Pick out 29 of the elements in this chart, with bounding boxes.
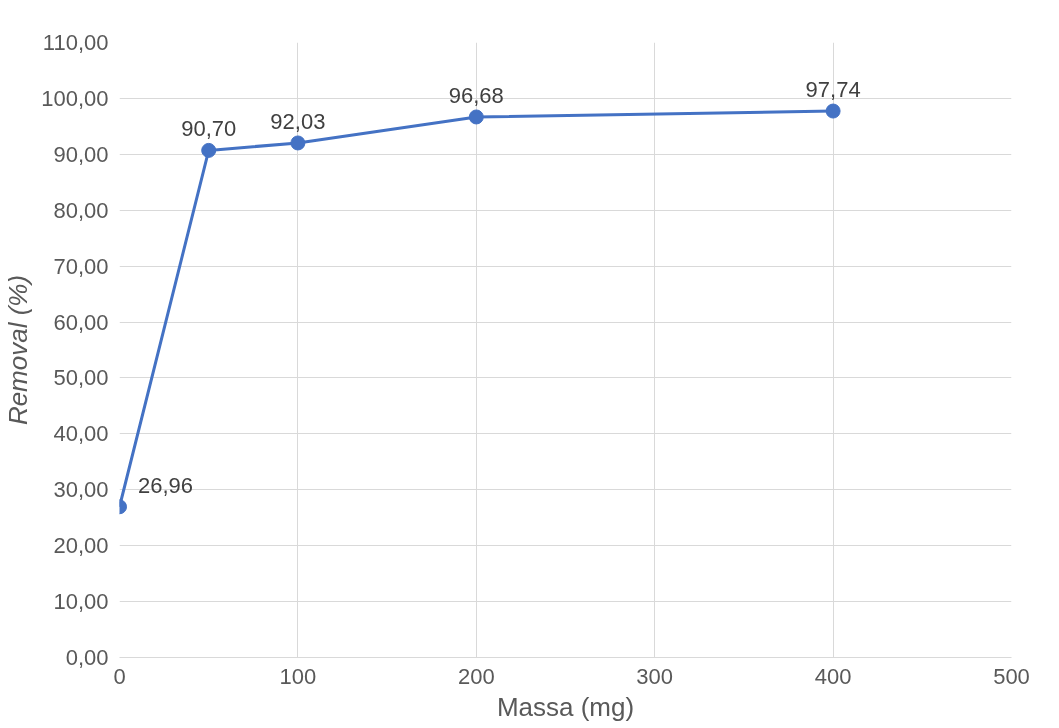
x-tick-label: 200 (457, 663, 495, 689)
data-label: 26,96 (137, 472, 194, 498)
x-tick-label: 400 (814, 663, 852, 689)
point (825, 103, 841, 119)
data-label: 96,68 (448, 82, 504, 108)
x-tick-label: 100 (279, 663, 317, 689)
y-tick-label: 50,00 (53, 365, 109, 391)
y-axis-title: Removal (%) (3, 274, 34, 426)
y-tick-label: 40,00 (53, 421, 109, 447)
point (290, 135, 306, 151)
x-tick-label: 500 (993, 663, 1030, 689)
y-tick-label: 20,00 (53, 533, 109, 559)
y-tick-label: 110,00 (42, 30, 109, 55)
y-tick-label: 30,00 (53, 477, 109, 503)
y-tick-label: 70,00 (53, 253, 109, 279)
point (468, 109, 484, 125)
x-tick-label: 300 (636, 663, 674, 689)
data-label: 97,74 (805, 77, 861, 103)
y-tick-label: 80,00 (53, 197, 109, 223)
x-tick-label: 0 (113, 663, 126, 689)
y-tick-label: 10,00 (53, 589, 109, 615)
data-label: 92,03 (270, 108, 326, 134)
y-tick-label: 0,00 (65, 645, 109, 670)
x-axis-title: Massa (mg) (496, 691, 635, 722)
y-tick-label: 100,00 (41, 85, 109, 111)
y-tick-label: 90,00 (53, 141, 109, 167)
data-label: 90,70 (181, 116, 237, 142)
y-tick-label: 60,00 (53, 309, 109, 335)
point (201, 142, 217, 158)
